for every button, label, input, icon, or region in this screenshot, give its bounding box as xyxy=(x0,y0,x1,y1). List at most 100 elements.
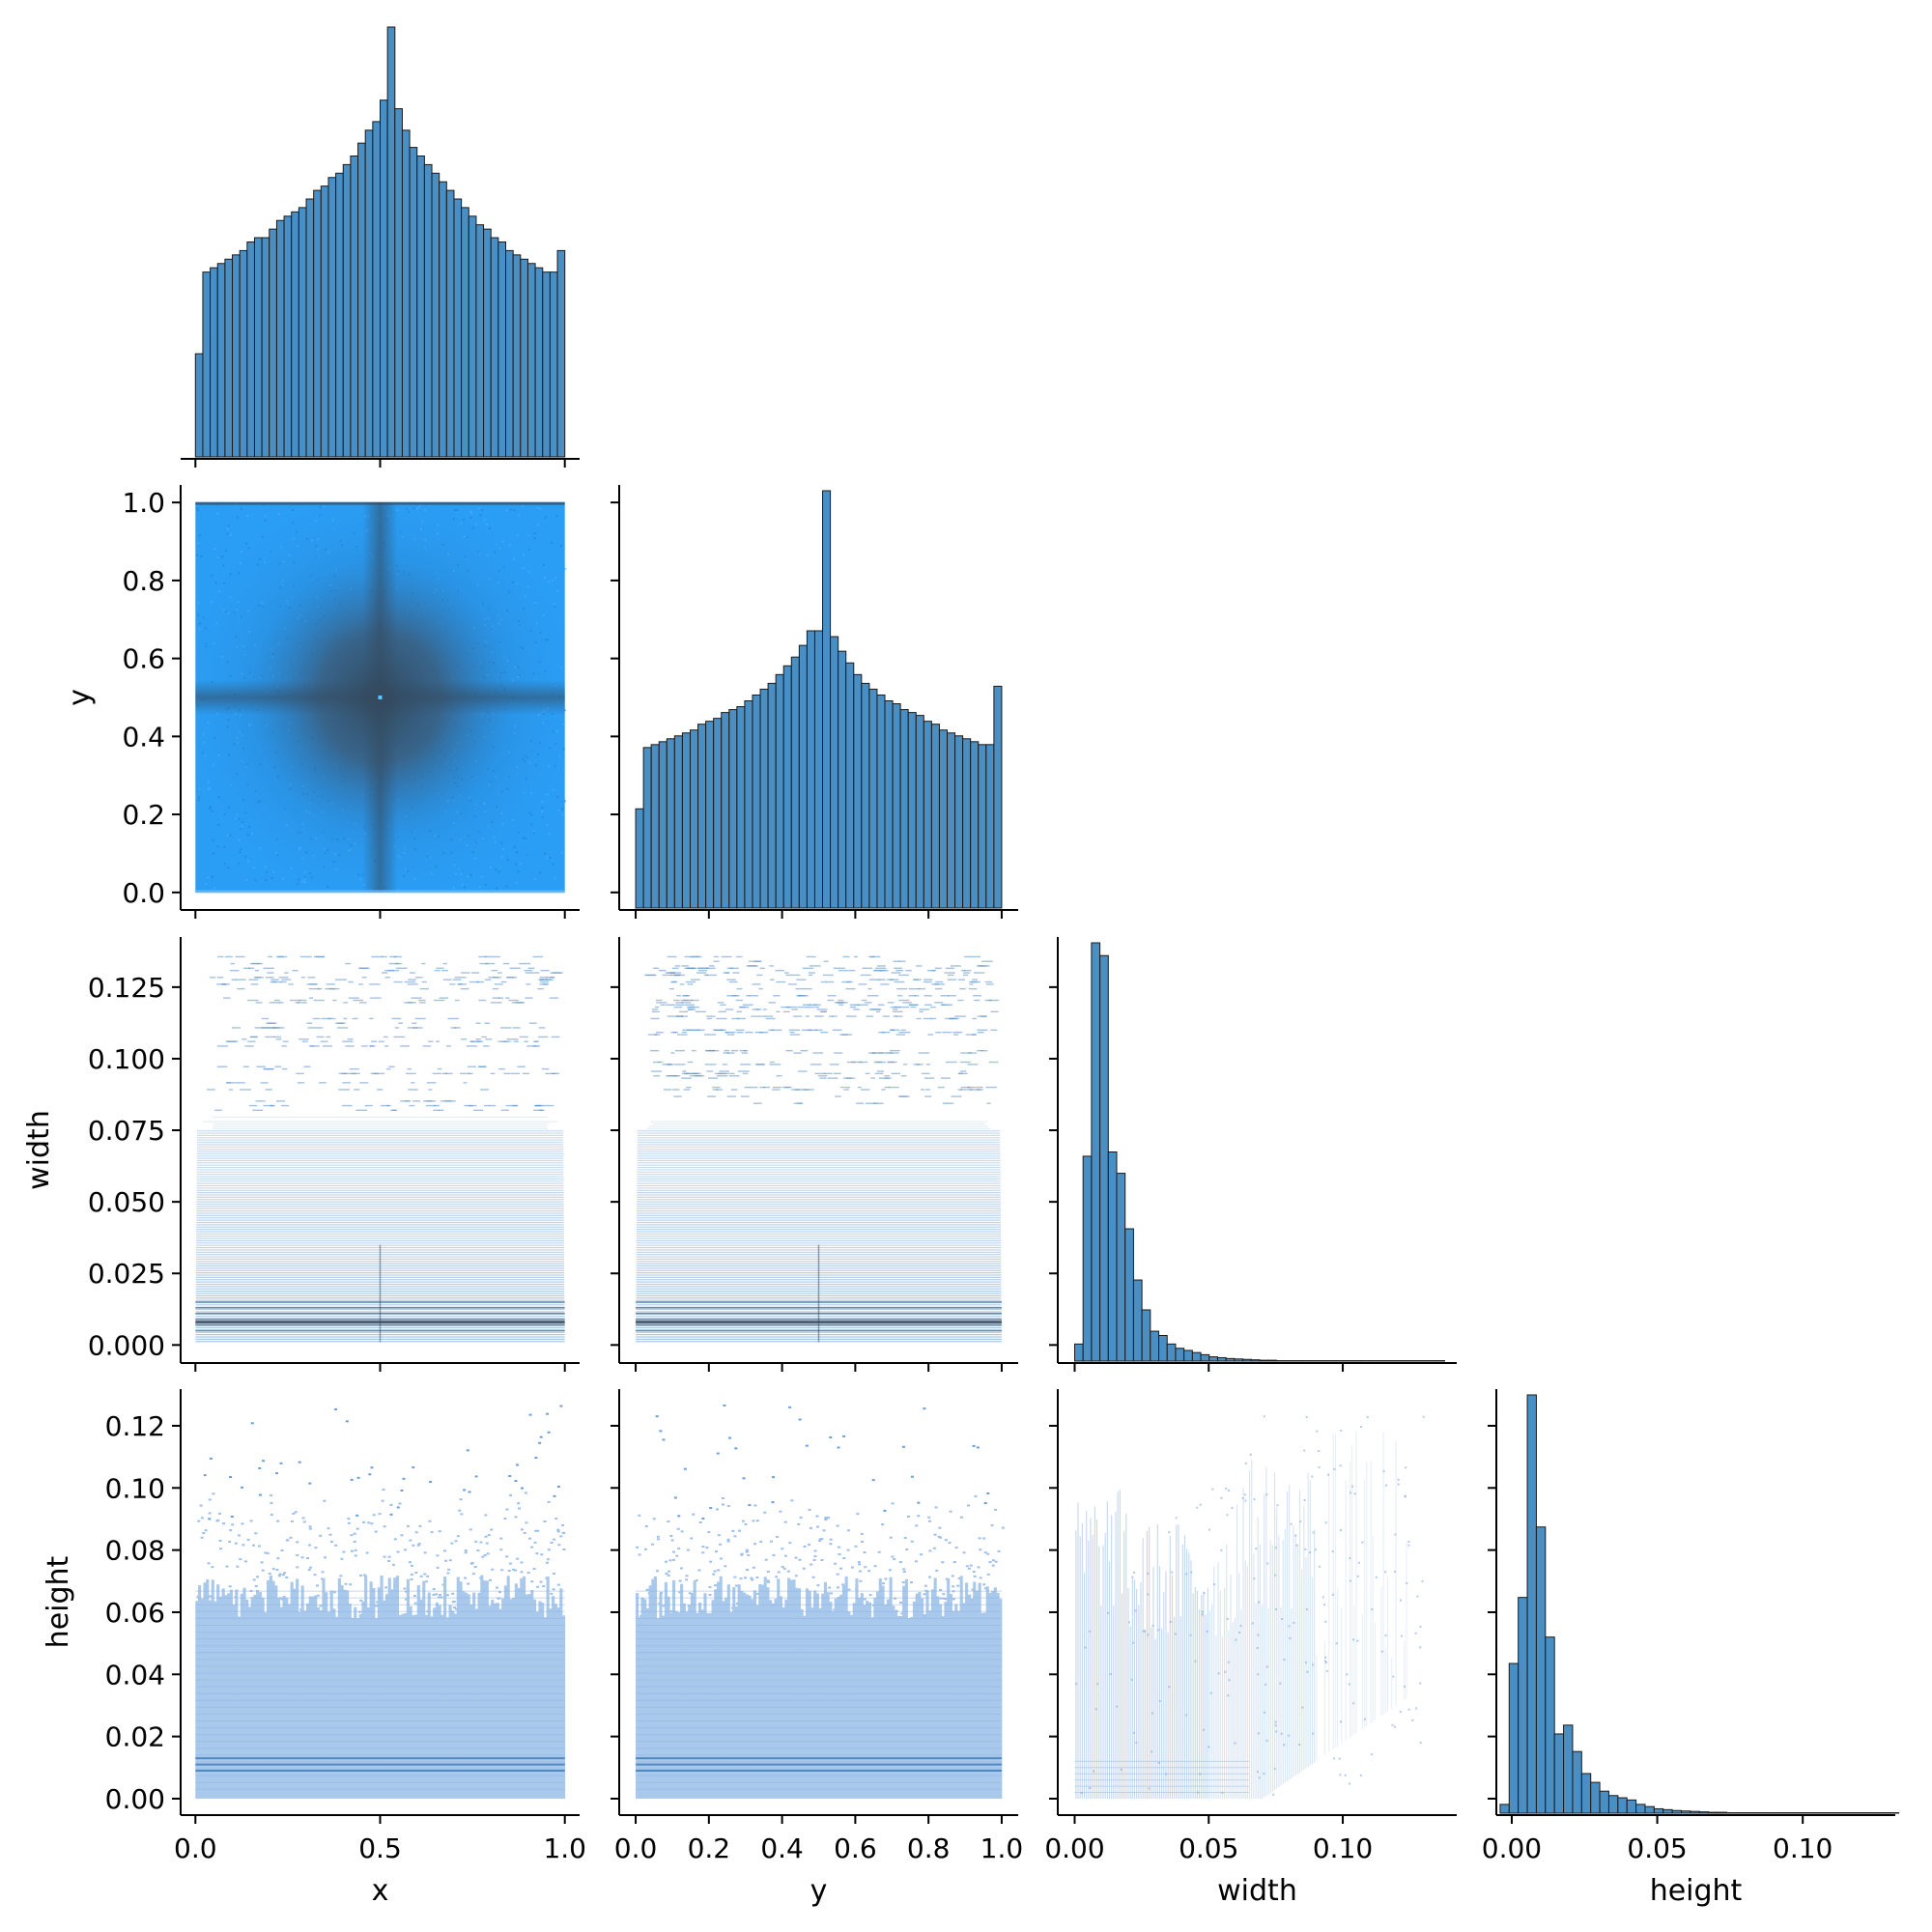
cell-height-vs-y-fill-column xyxy=(787,1577,791,1799)
cell-height-vs-x-point xyxy=(410,1564,413,1567)
cell-height-vs-y-fill-column xyxy=(907,1618,911,1799)
cell-height-vs-x-point xyxy=(486,1552,490,1555)
cell-height-vs-y-point xyxy=(645,1588,649,1591)
cell-height-vs-x-point xyxy=(225,1565,229,1568)
cell-height-vs-y-point xyxy=(836,1586,839,1589)
cell-height-vs-x-point xyxy=(275,1472,279,1475)
cell-height-vs-y-point xyxy=(767,1580,771,1583)
cell-height-vs-width-point xyxy=(1151,1624,1154,1627)
hist-width-bar-3 xyxy=(1099,954,1109,1362)
cell-height-vs-width-point xyxy=(1158,1699,1161,1702)
cell-height-vs-x-point xyxy=(277,1575,281,1577)
cell-height-vs-y-point xyxy=(893,1557,896,1560)
hist-width-bar-18 xyxy=(1225,1357,1236,1362)
cell-height-vs-x-point xyxy=(354,1548,357,1551)
cell-height-vs-y-point xyxy=(901,1581,905,1584)
cell-height-vs-width-point xyxy=(1148,1787,1151,1790)
cell-height-vs-x-point xyxy=(454,1540,458,1543)
cell-height-vs-y-fill-column xyxy=(771,1604,775,1799)
cell-height-vs-y-fill-column xyxy=(904,1578,908,1799)
cell-height-vs-x-point xyxy=(514,1480,518,1483)
cell-height-vs-width-point xyxy=(1397,1478,1400,1481)
cell-height-vs-width-point xyxy=(1272,1793,1275,1796)
hist-width-bar-5 xyxy=(1116,1173,1126,1362)
cell-height-vs-y-fill-column xyxy=(640,1598,644,1799)
cell-height-vs-y-point xyxy=(894,1597,897,1600)
hist-width-bar-21 xyxy=(1250,1359,1261,1362)
cell-height-vs-y-point xyxy=(951,1575,954,1577)
cell-height-vs-width-point xyxy=(1356,1639,1359,1642)
cell-height-vs-y-fill-column xyxy=(758,1583,762,1799)
cell-height-vs-y-point xyxy=(988,1561,992,1564)
cell-height-vs-y-point xyxy=(829,1538,833,1541)
cell-height-vs-x-fill-column xyxy=(527,1594,531,1799)
hist-x-bar-48 xyxy=(549,271,558,458)
cell-height-vs-y-point xyxy=(968,1594,972,1597)
cell-height-vs-y-fill-column xyxy=(726,1584,730,1799)
cell-height-vs-y-point xyxy=(979,1577,982,1579)
cell-height-vs-width-point xyxy=(1311,1475,1314,1478)
cell-height-vs-x-point xyxy=(469,1528,472,1531)
ytick-label-height: 0.00 xyxy=(105,1783,165,1815)
cell-height-vs-y-point xyxy=(991,1564,995,1567)
cell-height-vs-x-point xyxy=(520,1571,524,1574)
cell-height-vs-width-point xyxy=(1275,1607,1278,1610)
hist-height-bar-19 xyxy=(1671,1809,1683,1814)
cell-height-vs-width-point xyxy=(1318,1565,1321,1568)
hist-y-bar-4 xyxy=(666,738,675,909)
xlabel-x: x xyxy=(372,1874,389,1908)
cell-height-vs-width-point xyxy=(1265,1739,1268,1742)
cell-height-vs-y-fill-column xyxy=(918,1592,922,1799)
cell-height-vs-y-fill-column xyxy=(965,1582,969,1799)
cell-height-vs-x-point xyxy=(556,1530,560,1533)
cell-height-vs-x-fill-column xyxy=(532,1599,537,1799)
cell-height-vs-y-point xyxy=(833,1562,837,1565)
cell-height-vs-y-point xyxy=(828,1586,832,1589)
cell-height-vs-y-point xyxy=(965,1565,969,1568)
cell-height-vs-y-point xyxy=(705,1547,709,1549)
hist-y-bar-14 xyxy=(744,700,753,909)
cell-height-vs-x-point xyxy=(296,1541,299,1544)
cell-height-vs-x-point xyxy=(315,1584,319,1587)
cell-height-vs-y-fill-column xyxy=(708,1612,712,1799)
cell-height-vs-x-point xyxy=(208,1498,212,1501)
cell-height-vs-width-point xyxy=(1239,1625,1242,1628)
hist-width-bar-0 xyxy=(1073,1343,1084,1362)
ytick-label-y: 0.4 xyxy=(122,721,165,753)
cell-height-vs-width-point xyxy=(1274,1574,1277,1577)
cell-height-vs-y-point xyxy=(665,1560,668,1563)
cell-height-vs-y-point xyxy=(915,1593,919,1596)
cell-height-vs-x-point xyxy=(497,1591,501,1594)
cell-height-vs-width-point xyxy=(1274,1724,1277,1727)
cell-height-vs-width-point xyxy=(1304,1548,1307,1550)
cell-height-vs-y-point xyxy=(986,1552,990,1555)
cell-height-vs-width-point xyxy=(1352,1702,1355,1705)
cell-height-vs-x-point xyxy=(329,1540,333,1543)
cell-height-vs-y-point xyxy=(838,1553,841,1556)
hist-x-bar-41 xyxy=(497,242,507,458)
cell-height-vs-x-point xyxy=(398,1502,402,1505)
cell-height-vs-y-point xyxy=(685,1575,689,1577)
cell-height-vs-x-fill-column xyxy=(387,1577,391,1799)
hist-y-bar-20 xyxy=(790,656,800,909)
cell-height-vs-x-point xyxy=(552,1572,555,1575)
cell-height-vs-x-fill-column xyxy=(535,1611,539,1799)
cell-height-vs-x-point xyxy=(403,1548,407,1551)
cell-height-vs-y-point xyxy=(994,1508,998,1511)
cell-height-vs-x-point xyxy=(382,1489,385,1492)
hist-y-bar-42 xyxy=(962,738,972,909)
cell-height-vs-width-point xyxy=(1185,1714,1188,1717)
cell-height-vs-y-fill-column xyxy=(826,1592,830,1799)
cell-height-vs-x-point xyxy=(534,1457,538,1460)
hist-y-bar-27 xyxy=(845,662,855,909)
hist-y-bar-17 xyxy=(767,682,777,909)
cell-height-vs-y-point xyxy=(744,1522,748,1525)
cell-height-vs-x-point xyxy=(396,1550,400,1553)
cell-height-vs-width-point xyxy=(1405,1466,1407,1469)
cell-height-vs-y-point xyxy=(839,1567,843,1570)
cell-height-vs-x-point xyxy=(543,1520,547,1522)
cell-height-vs-width-point xyxy=(1323,1604,1326,1606)
cell-height-vs-y-point xyxy=(863,1598,867,1601)
cell-height-vs-y-fill-column xyxy=(651,1578,655,1799)
cell-height-vs-y-point xyxy=(708,1585,712,1588)
